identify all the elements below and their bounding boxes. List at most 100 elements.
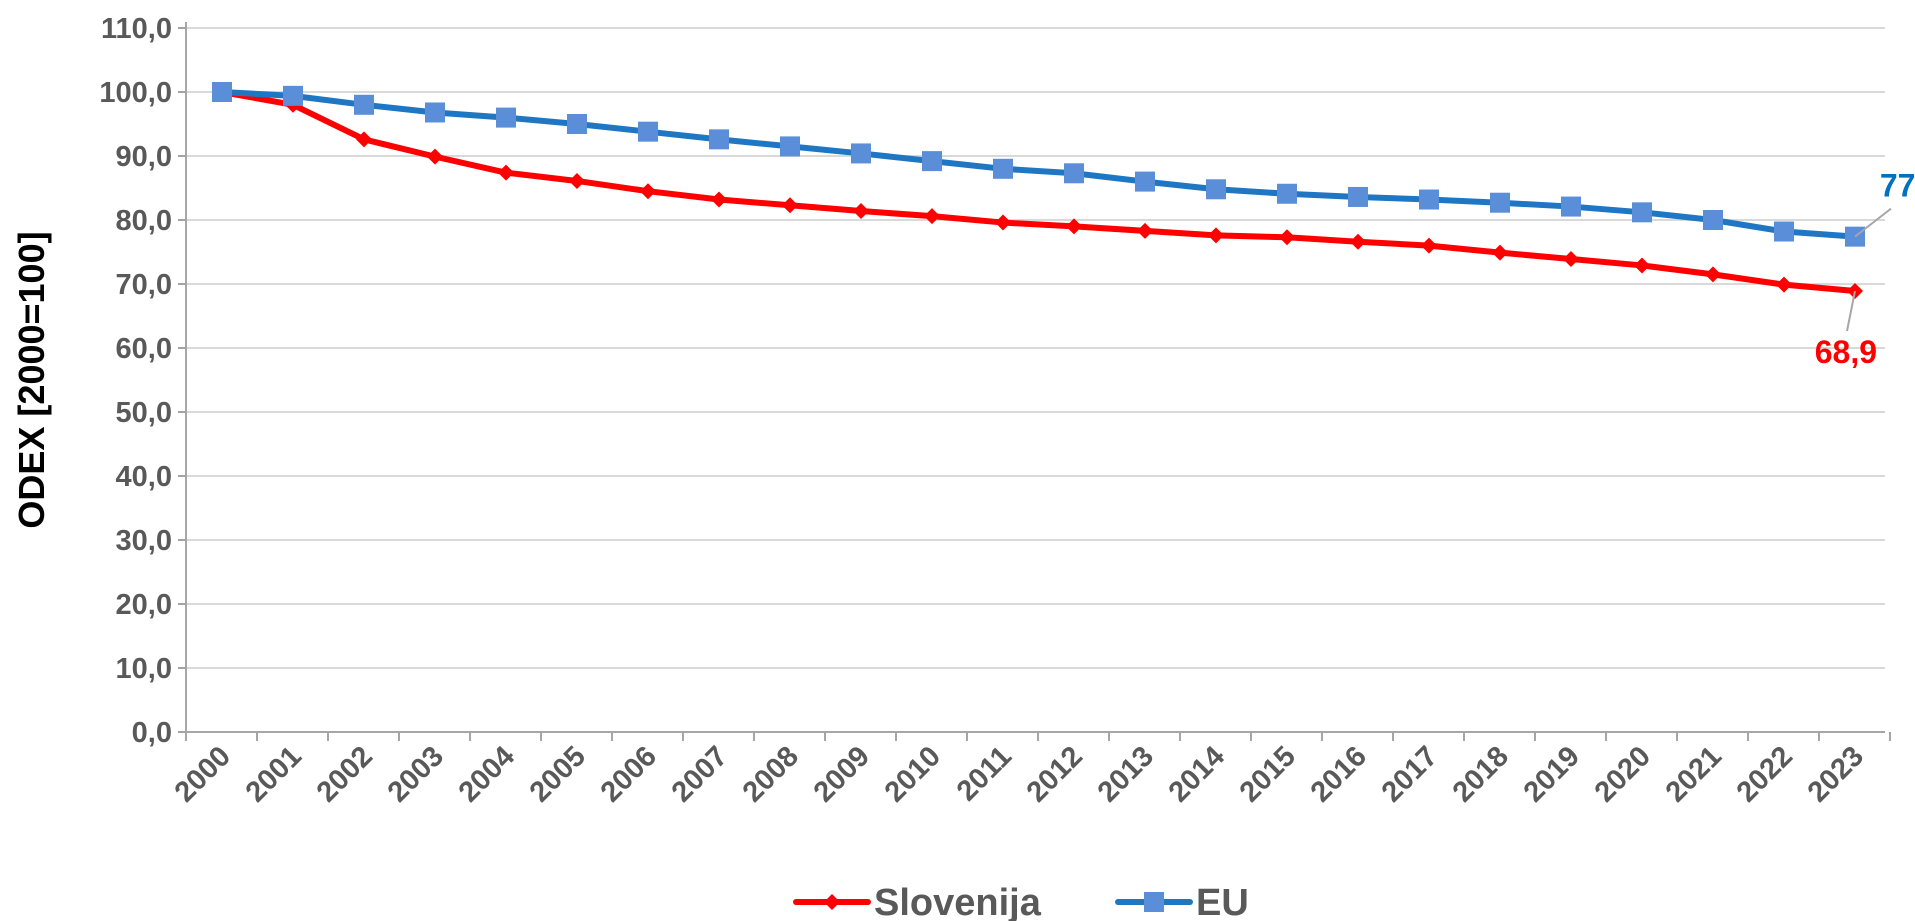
data-point-slovenija bbox=[1563, 251, 1579, 268]
y-tick-labels: 0,0 10,0 20,0 30,0 40,0 50,0 60,0 70,0 80,0 90,0 1… bbox=[99, 13, 172, 749]
leader-line bbox=[1854, 207, 1892, 238]
x-tick-label: 2010 bbox=[879, 740, 947, 808]
y-tick-label: 60,0 bbox=[116, 333, 172, 365]
x-tick-label: 2012 bbox=[1021, 740, 1089, 808]
x-tick-label: 2006 bbox=[595, 740, 663, 808]
data-point-eu bbox=[851, 143, 871, 164]
y-tick-label: 0,0 bbox=[132, 717, 172, 749]
end-labels: 68,9 77,4 bbox=[1815, 168, 1915, 370]
y-tick-label: 100,0 bbox=[99, 77, 172, 109]
legend-marker-slovenija bbox=[824, 894, 840, 910]
data-point-eu bbox=[496, 107, 516, 128]
x-tick-label: 2018 bbox=[1447, 740, 1515, 808]
y-tick-label: 40,0 bbox=[116, 461, 172, 493]
data-point-eu bbox=[1135, 171, 1155, 192]
data-point-slovenija bbox=[640, 183, 656, 200]
data-point-slovenija bbox=[782, 197, 798, 214]
x-tick-label: 2021 bbox=[1660, 740, 1728, 808]
data-point-eu bbox=[922, 151, 942, 172]
data-point-slovenija bbox=[1776, 276, 1792, 293]
axes bbox=[178, 22, 1891, 741]
y-tick-label: 90,0 bbox=[116, 141, 172, 173]
x-tick-label: 2014 bbox=[1163, 740, 1231, 808]
data-point-eu bbox=[1490, 192, 1510, 213]
data-point-slovenija bbox=[1137, 222, 1153, 239]
data-point-eu bbox=[425, 102, 445, 123]
data-point-slovenija bbox=[569, 172, 585, 189]
data-point-slovenija bbox=[1421, 237, 1437, 254]
series-line-slovenija bbox=[219, 89, 1858, 295]
legend-label-eu: EU bbox=[1196, 882, 1249, 921]
x-tick-label: 2020 bbox=[1589, 740, 1657, 808]
data-point-slovenija bbox=[1208, 227, 1224, 244]
x-tick-label: 2004 bbox=[453, 740, 521, 808]
data-point-eu bbox=[638, 121, 658, 142]
data-point-slovenija bbox=[498, 164, 514, 181]
data-point-slovenija bbox=[924, 208, 940, 225]
data-point-slovenija bbox=[853, 203, 869, 220]
series-line-eu bbox=[219, 89, 1858, 240]
y-tick-label: 50,0 bbox=[116, 397, 172, 429]
legend-marker-eu bbox=[1144, 892, 1164, 912]
data-point-slovenija bbox=[1705, 266, 1721, 283]
series-lines bbox=[219, 89, 1858, 295]
legend: Slovenija EU bbox=[793, 882, 1249, 921]
grid-lines bbox=[186, 27, 1885, 669]
x-tick-label: 2019 bbox=[1518, 740, 1586, 808]
data-point-eu bbox=[354, 94, 374, 115]
data-point-slovenija bbox=[427, 148, 443, 165]
data-point-eu bbox=[1348, 186, 1368, 207]
data-point-eu bbox=[1419, 189, 1439, 210]
series-markers bbox=[212, 82, 1865, 300]
leader-line bbox=[1846, 290, 1856, 332]
end-label-eu: 77,4 bbox=[1880, 168, 1915, 204]
data-point-eu bbox=[993, 158, 1013, 179]
x-tick-label: 2017 bbox=[1376, 740, 1444, 808]
x-tick-label: 2023 bbox=[1802, 740, 1870, 808]
data-point-eu bbox=[1632, 202, 1652, 223]
data-point-eu bbox=[1206, 179, 1226, 200]
y-tick-label: 20,0 bbox=[116, 589, 172, 621]
legend-label-slovenija: Slovenija bbox=[874, 882, 1042, 921]
data-point-eu bbox=[1277, 183, 1297, 204]
data-point-eu bbox=[1561, 196, 1581, 217]
data-point-slovenija bbox=[1350, 233, 1366, 250]
data-point-slovenija bbox=[1492, 244, 1508, 261]
data-point-slovenija bbox=[356, 131, 372, 148]
x-tick-label: 2003 bbox=[382, 740, 450, 808]
data-point-eu bbox=[780, 136, 800, 157]
data-point-eu bbox=[1064, 163, 1084, 184]
x-tick-label: 2005 bbox=[524, 740, 592, 808]
x-tick-label: 2002 bbox=[311, 740, 379, 808]
data-point-slovenija bbox=[1634, 257, 1650, 274]
x-tick-label: 2009 bbox=[808, 740, 876, 808]
x-tick-label: 2011 bbox=[951, 740, 1018, 807]
x-tick-label: 2007 bbox=[666, 740, 734, 808]
y-tick-label: 30,0 bbox=[116, 525, 172, 557]
x-tick-labels: 2000 2001 2002 2003 2004 2005 2006 2007 2008 2009… bbox=[169, 740, 1870, 808]
x-tick-label: 2000 bbox=[169, 740, 237, 808]
data-point-eu bbox=[1774, 221, 1794, 242]
x-tick-label: 2001 bbox=[240, 740, 308, 808]
y-tick-label: 10,0 bbox=[116, 653, 172, 685]
data-point-slovenija bbox=[1279, 229, 1295, 246]
data-point-slovenija bbox=[711, 191, 727, 208]
x-tick-label: 2008 bbox=[737, 740, 805, 808]
data-point-eu bbox=[567, 114, 587, 134]
data-point-eu bbox=[212, 82, 232, 102]
data-point-eu bbox=[709, 129, 729, 150]
x-tick-label: 2016 bbox=[1305, 740, 1373, 808]
x-tick-label: 2013 bbox=[1092, 740, 1160, 808]
x-tick-label: 2015 bbox=[1234, 740, 1302, 808]
y-tick-label: 110,0 bbox=[101, 13, 172, 45]
y-axis-title: ODEX [2000=100] bbox=[11, 231, 52, 528]
data-point-slovenija bbox=[995, 214, 1011, 231]
y-tick-label: 70,0 bbox=[116, 269, 172, 301]
data-point-slovenija bbox=[1066, 218, 1082, 235]
data-point-eu bbox=[283, 85, 303, 106]
end-label-slovenija: 68,9 bbox=[1815, 334, 1877, 370]
data-point-eu bbox=[1703, 210, 1723, 230]
x-tick-label: 2022 bbox=[1731, 740, 1799, 808]
